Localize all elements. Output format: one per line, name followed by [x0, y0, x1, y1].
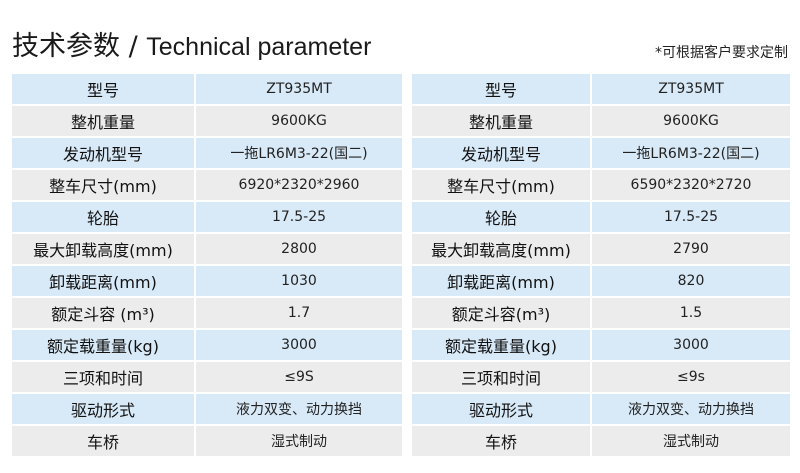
spec-label: 驱动形式 — [12, 394, 194, 424]
table-row: 最大卸载高度(mm) 2800 — [12, 234, 402, 264]
spec-value: 2800 — [196, 234, 402, 264]
spec-label: 型号 — [12, 74, 194, 104]
spec-table-2: 型号 ZT935MT 整机重量 9600KG 发动机型号 一拖LR6M3-22(国二) 整车… — [410, 72, 792, 458]
spec-label: 额定斗容(m³) — [412, 298, 590, 328]
table-row: 发动机型号 一拖LR6M3-22(国二) — [12, 138, 402, 168]
spec-label: 车桥 — [412, 426, 590, 456]
spec-value: 一拖LR6M3-22(国二) — [592, 138, 790, 168]
table-row: 车桥 湿式制动 — [412, 426, 790, 456]
spec-label: 最大卸载高度(mm) — [12, 234, 194, 264]
table-row: 车桥 湿式制动 — [12, 426, 402, 456]
spec-label: 三项和时间 — [12, 362, 194, 392]
spec-label: 额定载重量(kg) — [12, 330, 194, 360]
table-row: 驱动形式 液力双变、动力换挡 — [12, 394, 402, 424]
spec-label: 整机重量 — [412, 106, 590, 136]
spec-label: 三项和时间 — [412, 362, 590, 392]
table-row: 整车尺寸(mm) 6590*2320*2720 — [412, 170, 790, 200]
spec-value: 1.5 — [592, 298, 790, 328]
spec-value: 9600KG — [196, 106, 402, 136]
table-row: 发动机型号 一拖LR6M3-22(国二) — [412, 138, 790, 168]
spec-value: 17.5-25 — [196, 202, 402, 232]
title-en: Technical parameter — [146, 33, 372, 61]
table-row: 驱动形式 液力双变、动力换挡 — [412, 394, 790, 424]
table-row: 最大卸载高度(mm) 2790 — [412, 234, 790, 264]
spec-value: 3000 — [592, 330, 790, 360]
spec-value: 820 — [592, 266, 790, 296]
spec-label: 整车尺寸(mm) — [12, 170, 194, 200]
spec-label: 驱动形式 — [412, 394, 590, 424]
spec-value: 17.5-25 — [592, 202, 790, 232]
spec-value: ZT935MT — [196, 74, 402, 104]
spec-label: 整车尺寸(mm) — [412, 170, 590, 200]
spec-label: 车桥 — [12, 426, 194, 456]
spec-value: 6920*2320*2960 — [196, 170, 402, 200]
spec-value: 1.7 — [196, 298, 402, 328]
spec-label: 发动机型号 — [12, 138, 194, 168]
customization-note: *可根据客户要求定制 — [655, 45, 788, 61]
table-row: 三项和时间 ≤9S — [12, 362, 402, 392]
spec-value: 1030 — [196, 266, 402, 296]
spec-value: 湿式制动 — [592, 426, 790, 456]
spec-label: 额定斗容 (m³) — [12, 298, 194, 328]
spec-value: 一拖LR6M3-22(国二) — [196, 138, 402, 168]
spec-label: 轮胎 — [412, 202, 590, 232]
spec-value: 湿式制动 — [196, 426, 402, 456]
table-row: 三项和时间 ≤9s — [412, 362, 790, 392]
spec-value: ZT935MT — [592, 74, 790, 104]
spec-value: ≤9s — [592, 362, 790, 392]
spec-label: 型号 — [412, 74, 590, 104]
spec-value: 液力双变、动力换挡 — [592, 394, 790, 424]
table-row: 整机重量 9600KG — [12, 106, 402, 136]
table-row: 整机重量 9600KG — [412, 106, 790, 136]
table-row: 整车尺寸(mm) 6920*2320*2960 — [12, 170, 402, 200]
table-row: 型号 ZT935MT — [12, 74, 402, 104]
spec-label: 轮胎 — [12, 202, 194, 232]
spec-value: 3000 — [196, 330, 402, 360]
table-row: 轮胎 17.5-25 — [412, 202, 790, 232]
table-row: 轮胎 17.5-25 — [12, 202, 402, 232]
spec-value: 6590*2320*2720 — [592, 170, 790, 200]
table-row: 型号 ZT935MT — [412, 74, 790, 104]
table-row: 额定载重量(kg) 3000 — [412, 330, 790, 360]
page-title: 技术参数 / Technical parameter — [12, 24, 371, 63]
spec-value: 9600KG — [592, 106, 790, 136]
spec-table-1: 型号 ZT935MT 整机重量 9600KG 发动机型号 一拖LR6M3-22(国二) 整车… — [10, 72, 404, 458]
spec-label: 整机重量 — [12, 106, 194, 136]
spec-label: 卸载距离(mm) — [12, 266, 194, 296]
spec-value: ≤9S — [196, 362, 402, 392]
title-cn: 技术参数 / — [12, 31, 138, 62]
spec-label: 发动机型号 — [412, 138, 590, 168]
table-row: 卸载距离(mm) 820 — [412, 266, 790, 296]
spec-label: 最大卸载高度(mm) — [412, 234, 590, 264]
table-row: 卸载距离(mm) 1030 — [12, 266, 402, 296]
table-row: 额定斗容(m³) 1.5 — [412, 298, 790, 328]
table-row: 额定载重量(kg) 3000 — [12, 330, 402, 360]
table-row: 额定斗容 (m³) 1.7 — [12, 298, 402, 328]
spec-label: 额定载重量(kg) — [412, 330, 590, 360]
spec-value: 2790 — [592, 234, 790, 264]
spec-label: 卸载距离(mm) — [412, 266, 590, 296]
spec-value: 液力双变、动力换挡 — [196, 394, 402, 424]
